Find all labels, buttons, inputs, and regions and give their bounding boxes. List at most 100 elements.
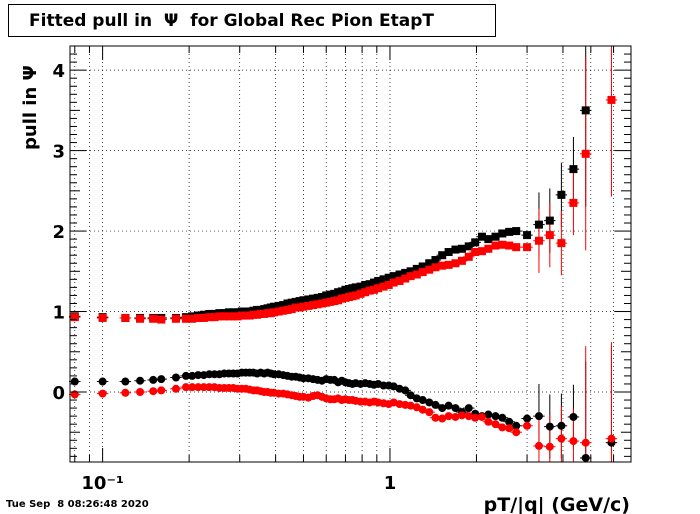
square-marker [412, 270, 421, 279]
square-marker [512, 243, 521, 252]
square-marker [438, 251, 447, 260]
square-marker [431, 256, 440, 265]
square-marker [484, 244, 493, 253]
circle-marker [498, 423, 507, 432]
square-marker [534, 220, 543, 229]
y-tick-label: 2 [52, 222, 65, 243]
circle-marker [406, 391, 415, 400]
square-marker [365, 286, 374, 295]
square-marker [270, 308, 279, 317]
square-marker [498, 240, 507, 249]
square-marker [607, 95, 616, 104]
square-marker [351, 283, 360, 292]
square-marker [464, 252, 473, 261]
plot-frame [69, 45, 632, 463]
square-marker [451, 259, 460, 268]
square-marker [505, 227, 514, 236]
square-marker [210, 313, 219, 322]
square-marker [389, 272, 398, 281]
circle-marker [188, 371, 197, 380]
square-marker [304, 301, 313, 310]
circle-marker [491, 420, 500, 429]
square-marker [401, 268, 410, 277]
y-tick-label: 4 [52, 61, 65, 82]
square-marker [220, 312, 229, 321]
square-marker [274, 307, 283, 316]
square-marker [121, 313, 130, 322]
square-marker [194, 313, 203, 322]
title-box: Fitted pull in Ψ for Global Rec Pion Eta… [8, 4, 496, 37]
square-marker [406, 267, 415, 276]
timestamp-footer: Tue Sep 8 08:26:48 2020 [6, 499, 149, 510]
circle-marker [444, 412, 453, 421]
chart-title: Fitted pull in Ψ for Global Rec Pion Eta… [29, 11, 435, 31]
circle-marker [188, 383, 197, 392]
square-marker [361, 288, 370, 297]
square-marker [351, 291, 360, 300]
square-marker [229, 312, 238, 321]
y-tick-label: 3 [52, 142, 65, 163]
circle-marker [431, 413, 440, 422]
square-marker [215, 312, 224, 321]
circle-marker [607, 434, 616, 443]
circle-marker [505, 417, 514, 426]
square-marker [379, 275, 388, 284]
circle-marker [121, 377, 130, 386]
square-marker [534, 236, 543, 245]
square-marker [356, 289, 365, 298]
circle-marker [505, 424, 514, 433]
square-marker [322, 291, 331, 300]
square-marker [370, 285, 379, 294]
x-tick-label: 1 [384, 473, 397, 494]
circle-marker [418, 405, 427, 414]
square-marker [309, 294, 318, 303]
x-tick-label: 10⁻¹ [81, 473, 123, 494]
circle-marker [171, 373, 180, 382]
square-marker [283, 299, 292, 308]
square-marker [279, 306, 288, 315]
circle-marker [477, 412, 486, 421]
circle-marker [569, 437, 578, 446]
square-marker [205, 313, 214, 322]
square-marker [523, 231, 532, 240]
square-marker [356, 282, 365, 291]
circle-marker [136, 376, 145, 385]
square-marker [444, 247, 453, 256]
circle-marker [471, 413, 480, 422]
circle-marker [498, 413, 507, 422]
circle-marker [431, 400, 440, 409]
y-tick-label: 0 [52, 383, 65, 404]
circle-marker [149, 375, 158, 384]
square-marker [451, 245, 460, 254]
circle-marker [557, 434, 566, 443]
square-marker [457, 256, 466, 265]
square-marker [317, 293, 326, 302]
circle-marker [523, 421, 532, 430]
square-marker [287, 305, 296, 314]
circle-marker [194, 383, 203, 392]
circle-marker [523, 414, 532, 423]
square-marker [477, 232, 486, 241]
square-marker [188, 314, 197, 323]
square-marker [406, 272, 415, 281]
square-marker [471, 247, 480, 256]
square-marker [395, 270, 404, 279]
circle-marker [157, 386, 166, 395]
square-marker [237, 307, 246, 316]
square-marker [557, 239, 566, 248]
circle-marker [136, 387, 145, 396]
square-marker [512, 227, 521, 236]
x-tick-labels: 10⁻¹ 1 [81, 473, 396, 494]
square-marker [237, 311, 246, 320]
y-tick-label: 1 [52, 303, 65, 324]
circle-marker [464, 412, 473, 421]
circle-marker [451, 404, 460, 413]
square-marker [136, 314, 145, 323]
square-marker [418, 268, 427, 277]
square-marker [523, 243, 532, 252]
square-marker [299, 296, 308, 305]
circle-marker [171, 384, 180, 393]
square-marker [233, 308, 242, 317]
circle-marker [581, 453, 590, 462]
square-marker [157, 315, 166, 324]
